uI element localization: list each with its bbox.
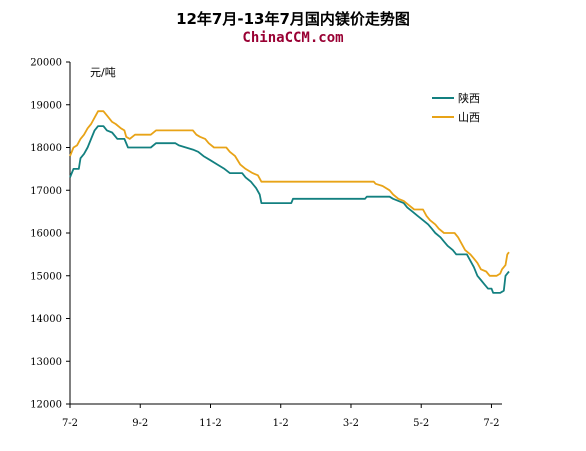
y-tick-label: 17000 xyxy=(30,186,62,197)
y-axis-unit-label: 元/吨 xyxy=(90,66,116,79)
x-tick-label: 11-2 xyxy=(199,418,221,429)
x-tick-label: 3-2 xyxy=(343,418,359,429)
series-group xyxy=(69,110,510,294)
x-tick-label: 9-2 xyxy=(132,418,148,429)
y-tick-label: 15000 xyxy=(30,271,62,282)
chart-title: 12年7月-13年7月国内镁价走势图 xyxy=(176,10,410,28)
y-tick-label: 19000 xyxy=(30,100,62,111)
series-line-1 xyxy=(69,125,510,294)
x-tick-label: 5-2 xyxy=(413,418,429,429)
y-tick-label: 20000 xyxy=(30,58,62,69)
x-tick-label: 7-2 xyxy=(483,418,499,429)
series-line-2 xyxy=(69,110,510,277)
x-tick-label: 1-2 xyxy=(273,418,289,429)
legend-label: 陕西 xyxy=(458,91,480,105)
legend-label: 山西 xyxy=(458,111,480,124)
y-tick-label: 16000 xyxy=(30,229,62,240)
y-tick-label: 18000 xyxy=(30,143,62,154)
y-tick-label: 12000 xyxy=(30,400,62,411)
y-tick-label: 14000 xyxy=(30,314,62,325)
axes: 12000 13000 14000 15000 16000 17000 18000 19000… xyxy=(30,58,502,429)
y-tick-label: 13000 xyxy=(30,357,62,368)
x-tick-label: 7-2 xyxy=(62,418,78,429)
chart-subtitle: ChinaCCM.com xyxy=(242,30,344,46)
